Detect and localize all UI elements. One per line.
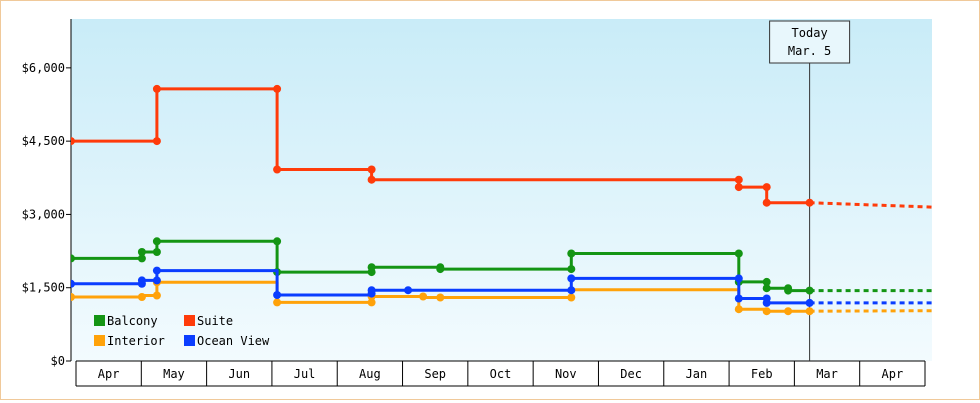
data-point-ocean-view (152, 266, 161, 275)
data-point-interior (137, 293, 146, 301)
today-box (769, 20, 851, 64)
data-point-suite (734, 183, 743, 192)
data-point-balcony (273, 237, 282, 246)
data-point-ocean-view (367, 286, 376, 295)
data-point-suite (367, 165, 376, 174)
data-point-interior (436, 293, 445, 302)
data-point-interior (367, 298, 376, 307)
legend-swatch-ocean-view (184, 335, 195, 346)
legend-swatch-balcony (94, 315, 105, 326)
x-tick-label: Mar (816, 367, 838, 381)
data-point-balcony (367, 263, 376, 272)
y-axis: $0 $1,500 $3,000 $4,500 $6,000 (22, 19, 72, 368)
data-point-suite (71, 137, 75, 146)
x-tick-label: Feb (751, 367, 773, 381)
data-point-balcony (152, 237, 161, 246)
x-tick-label: Oct (490, 367, 512, 381)
data-point-balcony (805, 286, 814, 295)
data-point-interior (805, 307, 814, 316)
data-point-suite (762, 183, 771, 192)
y-tick-label: $6,000 (22, 61, 65, 75)
data-point-interior (71, 293, 75, 301)
data-point-suite (762, 198, 771, 207)
y-tick-label: $1,500 (22, 281, 65, 295)
legend-swatch-suite (184, 315, 195, 326)
data-point-balcony (784, 286, 793, 295)
today-marker: Today Mar. 5 (769, 20, 851, 361)
data-point-interior (152, 291, 161, 300)
data-point-suite (734, 175, 743, 184)
today-label: Today (792, 26, 828, 40)
data-point-balcony (567, 265, 576, 274)
legend: Balcony Suite Interior Ocean View (94, 314, 270, 348)
data-point-interior (784, 307, 793, 316)
data-point-suite (152, 137, 161, 146)
data-point-balcony (762, 284, 771, 293)
data-point-ocean-view (137, 276, 146, 285)
data-point-balcony (567, 249, 576, 258)
data-point-interior (419, 292, 428, 301)
data-point-suite (367, 175, 376, 184)
data-point-balcony (436, 265, 445, 274)
x-tick-label: Nov (555, 367, 577, 381)
x-tick-label: Jun (228, 367, 250, 381)
data-point-ocean-view (734, 294, 743, 303)
x-tick-label: May (163, 367, 185, 381)
data-point-ocean-view (273, 291, 282, 299)
y-tick-label: $0 (51, 354, 65, 368)
legend-label-suite: Suite (197, 314, 233, 328)
data-point-balcony (152, 248, 161, 256)
data-point-ocean-view (152, 276, 161, 285)
legend-label-interior: Interior (107, 334, 165, 348)
data-point-balcony (71, 254, 75, 263)
data-point-interior (734, 305, 743, 314)
data-point-ocean-view (734, 274, 743, 283)
data-point-ocean-view (805, 298, 814, 307)
x-tick-label: Aug (359, 367, 381, 381)
data-point-ocean-view (404, 286, 413, 295)
data-point-suite (273, 165, 282, 174)
legend-label-ocean-view: Ocean View (197, 334, 270, 348)
x-tick-label: Jan (686, 367, 708, 381)
data-point-suite (273, 84, 282, 93)
y-tick-label: $4,500 (22, 134, 65, 148)
data-point-suite (152, 84, 161, 93)
forecast-line-interior (809, 309, 932, 313)
today-date-label: Mar. 5 (788, 44, 831, 58)
data-point-ocean-view (71, 279, 75, 288)
x-tick-label: Apr (98, 367, 120, 381)
series-group (71, 84, 932, 316)
data-point-interior (567, 293, 576, 302)
y-tick-label: $3,000 (22, 207, 65, 221)
x-tick-label: Dec (620, 367, 642, 381)
data-point-interior (762, 307, 771, 316)
legend-label-balcony: Balcony (107, 314, 158, 328)
data-point-suite (805, 198, 814, 207)
x-tick-label: Apr (882, 367, 904, 381)
data-point-ocean-view (762, 298, 771, 307)
data-point-interior (273, 298, 282, 307)
data-point-ocean-view (567, 286, 576, 295)
x-tick-label: Sep (424, 367, 446, 381)
forecast-line-suite (809, 201, 932, 209)
data-point-balcony (137, 248, 146, 256)
x-axis: Apr May Jun Jul Aug Sep Oct Nov Dec Jan Feb Mar Apr (75, 360, 926, 387)
x-tick-label: Jul (294, 367, 316, 381)
data-point-ocean-view (567, 274, 576, 283)
legend-swatch-interior (94, 335, 105, 346)
data-point-balcony (734, 249, 743, 258)
data-point-balcony (137, 254, 146, 263)
data-point-balcony (762, 277, 771, 286)
